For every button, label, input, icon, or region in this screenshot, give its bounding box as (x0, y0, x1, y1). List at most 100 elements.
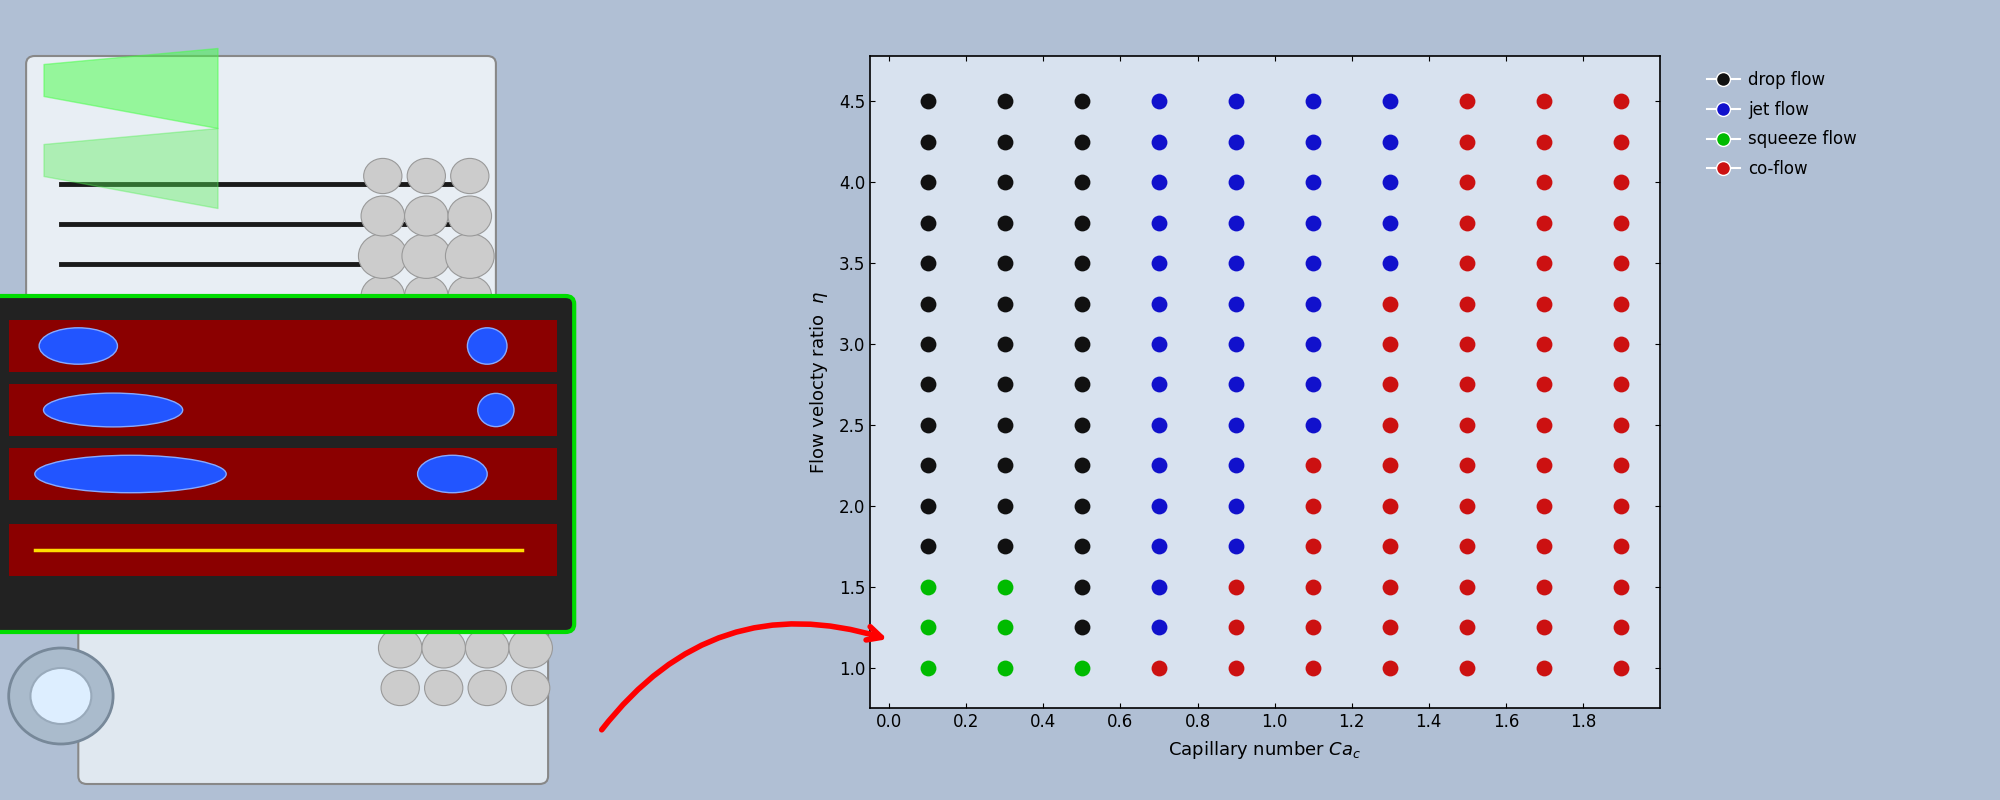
X-axis label: Capillary number $Ca_c$: Capillary number $Ca_c$ (1168, 739, 1362, 761)
Circle shape (448, 276, 492, 316)
Point (1220, 135, 1252, 148)
Point (1220, 338, 1252, 350)
Point (1298, 661, 1330, 674)
Point (1606, 378, 1638, 391)
Point (1144, 338, 1176, 350)
Circle shape (8, 648, 114, 744)
Point (1374, 540, 1406, 553)
Circle shape (448, 196, 492, 236)
Circle shape (30, 668, 92, 724)
Point (1220, 297, 1252, 310)
Circle shape (378, 628, 422, 668)
Point (1066, 418, 1098, 431)
Bar (8, 448, 556, 500)
Point (1066, 540, 1098, 553)
Point (1606, 540, 1638, 553)
Point (1452, 135, 1484, 148)
Point (1606, 459, 1638, 472)
Point (1452, 338, 1484, 350)
Point (1606, 257, 1638, 270)
Point (1298, 378, 1330, 391)
Point (1452, 580, 1484, 593)
Point (1528, 378, 1560, 391)
Ellipse shape (34, 455, 226, 493)
Point (1144, 216, 1176, 229)
Point (1374, 135, 1406, 148)
Point (1374, 338, 1406, 350)
Point (1374, 580, 1406, 593)
Point (1374, 176, 1406, 189)
Point (1298, 418, 1330, 431)
Point (912, 95, 944, 108)
Point (1452, 297, 1484, 310)
Point (1066, 216, 1098, 229)
Circle shape (382, 590, 420, 626)
Point (1220, 176, 1252, 189)
Bar (8, 524, 556, 576)
Point (1528, 418, 1560, 431)
Circle shape (382, 670, 420, 706)
Circle shape (466, 628, 508, 668)
Point (988, 95, 1020, 108)
Point (1606, 418, 1638, 431)
Legend: drop flow, jet flow, squeeze flow, co-flow: drop flow, jet flow, squeeze flow, co-fl… (1700, 64, 1864, 185)
Point (1452, 499, 1484, 512)
Circle shape (408, 158, 446, 194)
Point (988, 540, 1020, 553)
Point (912, 297, 944, 310)
Point (988, 378, 1020, 391)
Point (988, 661, 1020, 674)
Point (988, 297, 1020, 310)
Point (912, 540, 944, 553)
Circle shape (404, 196, 448, 236)
Point (1298, 216, 1330, 229)
Point (1220, 540, 1252, 553)
Point (1066, 499, 1098, 512)
Circle shape (402, 234, 450, 278)
Point (1066, 95, 1098, 108)
Point (912, 459, 944, 472)
Point (1528, 580, 1560, 593)
Circle shape (362, 196, 404, 236)
Point (1374, 459, 1406, 472)
Point (1298, 580, 1330, 593)
Point (1452, 95, 1484, 108)
Circle shape (362, 276, 404, 316)
Point (1220, 216, 1252, 229)
Point (1374, 418, 1406, 431)
Point (1066, 135, 1098, 148)
Point (912, 176, 944, 189)
Point (1144, 176, 1176, 189)
FancyBboxPatch shape (26, 56, 496, 424)
Point (1528, 499, 1560, 512)
Point (1528, 257, 1560, 270)
Point (1144, 499, 1176, 512)
Point (1066, 176, 1098, 189)
Circle shape (508, 628, 552, 668)
Point (1144, 135, 1176, 148)
Point (988, 621, 1020, 634)
Circle shape (422, 628, 466, 668)
Point (1144, 661, 1176, 674)
Circle shape (404, 276, 448, 316)
Point (1298, 95, 1330, 108)
Point (1220, 95, 1252, 108)
Point (1298, 621, 1330, 634)
Point (1220, 257, 1252, 270)
Point (988, 216, 1020, 229)
Point (1220, 459, 1252, 472)
Point (1374, 499, 1406, 512)
Point (1452, 661, 1484, 674)
Point (1528, 621, 1560, 634)
Point (1606, 580, 1638, 593)
Point (912, 580, 944, 593)
Point (1452, 621, 1484, 634)
Point (1374, 661, 1406, 674)
Point (1528, 540, 1560, 553)
Point (912, 135, 944, 148)
Point (988, 499, 1020, 512)
Point (1374, 216, 1406, 229)
Point (1144, 540, 1176, 553)
Point (1606, 95, 1638, 108)
Circle shape (424, 590, 462, 626)
